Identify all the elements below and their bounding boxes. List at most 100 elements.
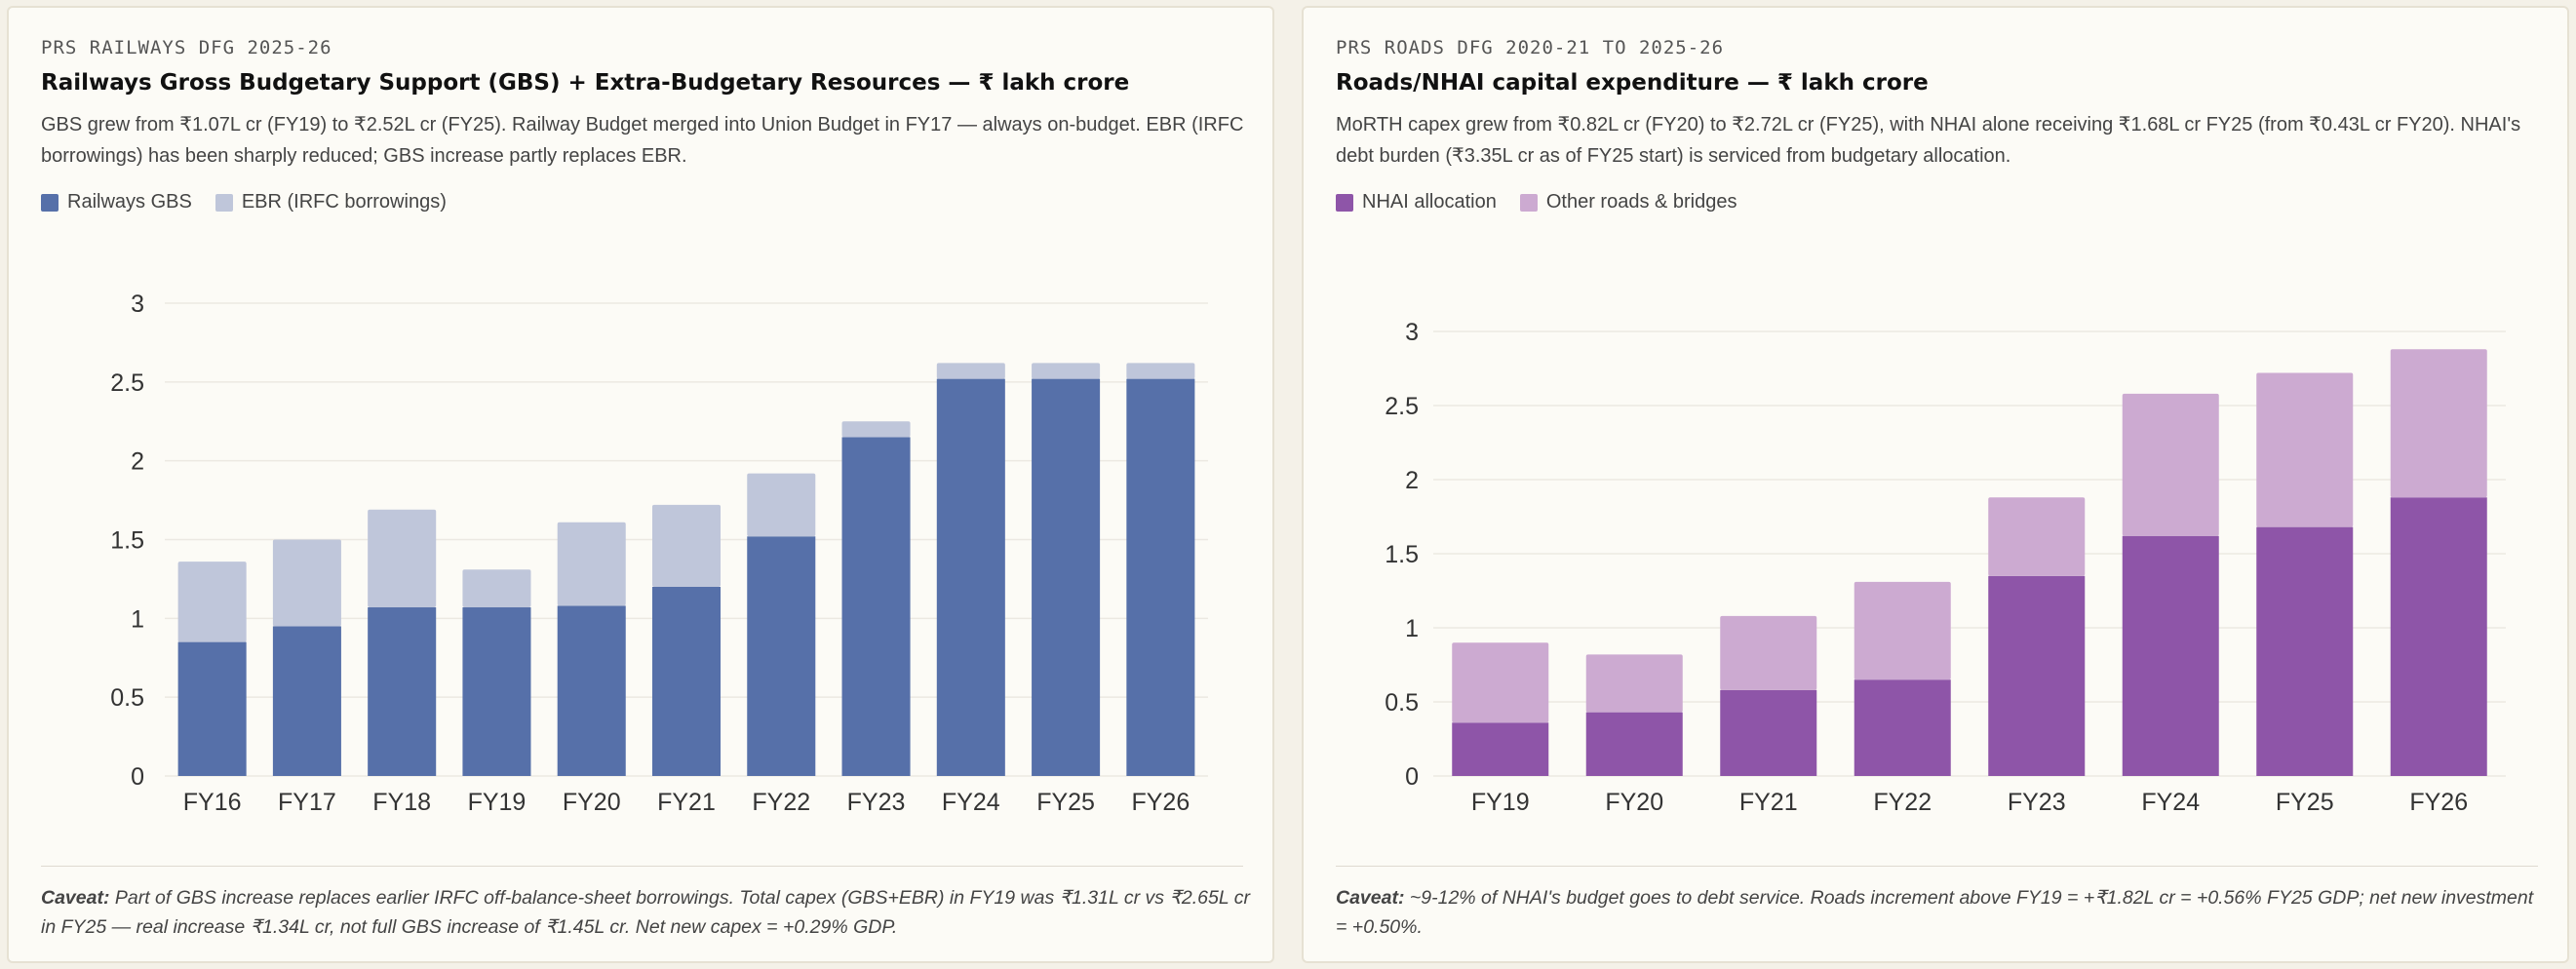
legend-item-other-roads[interactable]: Other roads & bridges [1519,191,1737,213]
y-tick-label: 2.5 [1385,393,1419,420]
y-tick-label: 1.5 [1385,541,1419,568]
x-tick-label: FY26 [1131,789,1190,816]
bar-segment-fy21-0[interactable] [651,587,722,776]
chart-legend: NHAI allocation Other roads & bridges [1336,191,1761,213]
bar-segment-fy17-0[interactable] [272,626,341,776]
x-tick-label: FY16 [183,789,242,816]
y-tick-label: 0.5 [110,684,144,712]
bar-segment-fy20-1[interactable] [1585,654,1683,713]
bar-segment-fy18-0[interactable] [368,607,437,776]
bar-segment-fy23-0[interactable] [1988,575,2086,776]
caveat-divider [41,866,1243,867]
y-tick-label: 2.5 [110,369,144,397]
bar-segment-fy19-0[interactable] [1452,722,1549,776]
bar-segment-fy20-0[interactable] [557,605,626,776]
legend-label: Other roads & bridges [1545,191,1737,213]
legend-label: NHAI allocation [1362,191,1497,213]
bar-segment-fy24-1[interactable] [936,363,1005,379]
legend-item-ebr[interactable]: EBR (IRFC borrowings) [215,191,447,213]
bar-segment-fy22-0[interactable] [747,536,816,776]
caveat-label: Caveat: [1336,887,1405,909]
y-tick-label: 2 [1405,467,1419,494]
bar-segment-fy24-1[interactable] [2122,393,2219,536]
x-tick-label: FY18 [372,789,431,816]
railways-bar-chart: 0 0.5 1 1.5 2 2.5 3 FY16 FY17 FY18 FY19 FY20 FY21 FY2… [110,291,1208,816]
roads-chart-card: PRS ROADS DFG 2020-21 TO 2025-26 Roads/N… [1302,6,2569,963]
x-tick-label: FY24 [942,789,1000,816]
bar-segment-fy25-1[interactable] [2256,372,2354,527]
legend-label: EBR (IRFC borrowings) [241,191,447,213]
chart-caveat: Caveat: ~9-12% of NHAI's budget goes to … [1336,883,2545,942]
bar-segment-fy20-1[interactable] [557,522,626,606]
legend-swatch-ebr [215,193,233,212]
bar-segment-fy26-1[interactable] [2390,349,2487,498]
bar-segment-fy17-1[interactable] [272,539,341,627]
bar-segment-fy22-1[interactable] [747,473,816,537]
legend-swatch-nhai [1336,193,1353,212]
railways-chart-card: PRS RAILWAYS DFG 2025-26 Railways Gross … [7,6,1274,963]
caveat-text: ~9-12% of NHAI's budget goes to debt ser… [1336,887,2534,938]
chart-caveat: Caveat: Part of GBS increase replaces ea… [41,883,1250,942]
bar-segment-fy26-0[interactable] [2390,497,2487,776]
roads-bar-chart: 0 0.5 1 1.5 2 2.5 3 FY19 FY20 FY21 FY22 FY23 FY24 FY2… [1385,319,2506,816]
x-tick-label: FY17 [278,789,336,816]
bar-segment-fy25-0[interactable] [2256,526,2354,776]
y-tick-label: 0 [1405,763,1419,791]
bar-segment-fy26-1[interactable] [1126,363,1195,379]
bar-segment-fy16-0[interactable] [177,641,247,776]
chart-source-label: PRS ROADS DFG 2020-21 TO 2025-26 [1336,37,1725,58]
x-tick-label: FY20 [563,789,621,816]
bar-segment-fy24-0[interactable] [936,378,1005,776]
bar-segment-fy22-0[interactable] [1854,679,1951,776]
legend-label: Railways GBS [67,191,192,213]
caveat-text: Part of GBS increase replaces earlier IR… [41,887,1250,938]
chart-legend: Railways GBS EBR (IRFC borrowings) [41,191,470,213]
chart-source-label: PRS RAILWAYS DFG 2025-26 [41,37,332,58]
chart-title: Railways Gross Budgetary Support (GBS) +… [41,70,1130,96]
bar-segment-fy23-0[interactable] [841,437,911,776]
bar-segment-fy19-1[interactable] [1452,642,1549,723]
x-tick-label: FY26 [2409,789,2468,816]
x-tick-label: FY22 [1873,789,1932,816]
bar-segment-fy24-0[interactable] [2122,535,2219,776]
caveat-label: Caveat: [41,887,110,909]
bar-segment-fy21-1[interactable] [651,504,722,587]
x-tick-label: FY19 [1471,789,1530,816]
chart-description: MoRTH capex grew from ₹0.82L cr (FY20) t… [1336,114,2521,167]
bar-segment-fy19-0[interactable] [462,607,531,776]
x-tick-label: FY24 [2141,789,2200,816]
y-tick-label: 1.5 [110,527,144,555]
chart-description: GBS grew from ₹1.07L cr (FY19) to ₹2.52L… [41,114,1244,167]
y-tick-label: 3 [131,291,144,318]
x-tick-label: FY23 [847,789,906,816]
bar-segment-fy23-1[interactable] [841,421,911,438]
legend-item-nhai[interactable]: NHAI allocation [1336,191,1497,213]
bar-segment-fy22-1[interactable] [1854,581,1951,680]
y-tick-label: 3 [1405,319,1419,346]
y-tick-label: 2 [131,448,144,476]
legend-swatch-other-roads [1519,193,1538,212]
bar-segment-fy26-0[interactable] [1126,378,1195,776]
x-tick-label: FY22 [752,789,810,816]
bar-segment-fy20-0[interactable] [1585,712,1683,776]
x-tick-label: FY20 [1605,789,1663,816]
y-tick-label: 1 [131,605,144,633]
bar-segment-fy23-1[interactable] [1988,497,2086,576]
bar-segment-fy25-0[interactable] [1032,378,1101,776]
bar-segment-fy21-0[interactable] [1720,689,1817,776]
y-tick-label: 0 [131,763,144,791]
legend-item-railways-gbs[interactable]: Railways GBS [41,191,192,213]
bar-segment-fy19-1[interactable] [462,569,531,608]
x-tick-label: FY21 [657,789,716,816]
legend-swatch-railways-gbs [41,193,59,212]
x-tick-label: FY23 [2008,789,2066,816]
bar-segment-fy21-1[interactable] [1720,615,1817,690]
bar-segment-fy25-1[interactable] [1032,363,1101,379]
bar-segment-fy18-1[interactable] [368,509,437,608]
chart-title: Roads/NHAI capital expenditure — ₹ lakh … [1336,70,1929,96]
x-tick-label: FY21 [1739,789,1798,816]
bar-segment-fy16-1[interactable] [177,562,247,642]
y-tick-label: 0.5 [1385,689,1419,717]
caveat-divider [1336,866,2538,867]
x-tick-label: FY25 [2276,789,2334,816]
